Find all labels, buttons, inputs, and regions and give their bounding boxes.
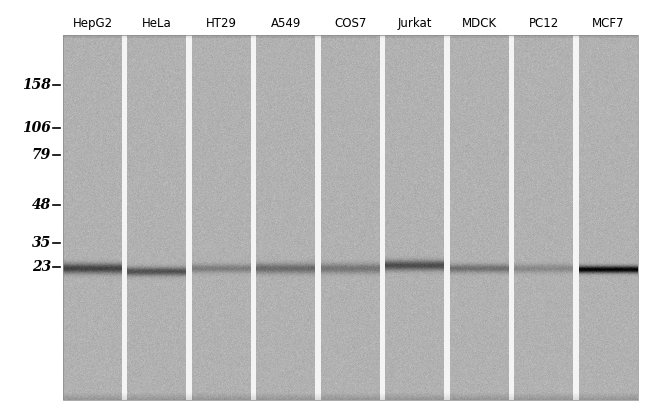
Text: 35: 35 <box>32 236 51 250</box>
Text: MDCK: MDCK <box>462 17 497 30</box>
Text: HT29: HT29 <box>206 17 237 30</box>
Text: 158: 158 <box>22 78 51 92</box>
Text: PC12: PC12 <box>528 17 559 30</box>
Text: COS7: COS7 <box>334 17 367 30</box>
Text: 48: 48 <box>32 198 51 212</box>
Text: MCF7: MCF7 <box>592 17 625 30</box>
Text: 106: 106 <box>22 121 51 135</box>
Text: HeLa: HeLa <box>142 17 172 30</box>
Text: 23: 23 <box>32 260 51 274</box>
Bar <box>63 35 638 400</box>
Text: Jurkat: Jurkat <box>398 17 432 30</box>
Text: A549: A549 <box>271 17 301 30</box>
Text: 79: 79 <box>32 148 51 163</box>
Text: HepG2: HepG2 <box>73 17 113 30</box>
